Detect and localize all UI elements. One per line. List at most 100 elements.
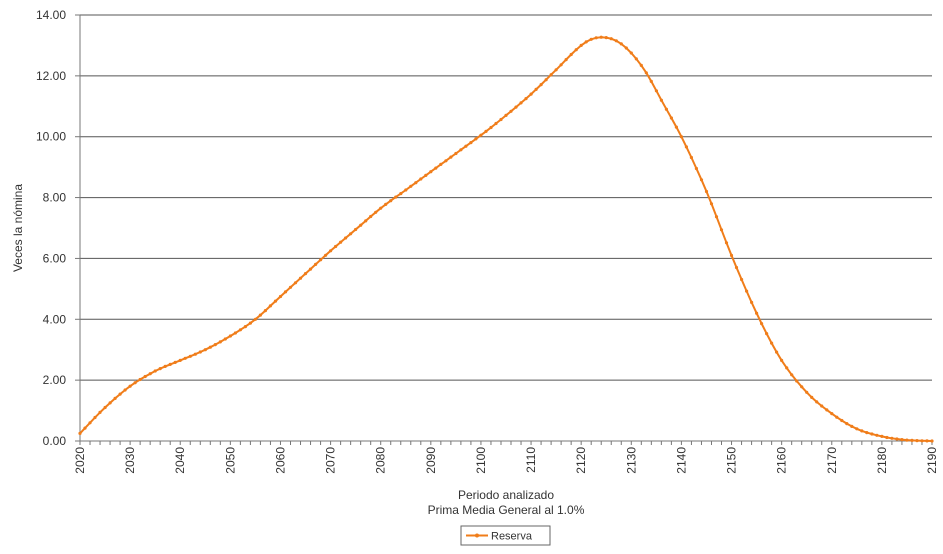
data-point — [238, 328, 242, 332]
data-point — [699, 178, 704, 182]
x-tick-label: 2050 — [223, 447, 237, 474]
data-point — [619, 42, 623, 46]
data-point — [499, 117, 503, 122]
x-axis-label: Periodo analizado — [458, 488, 554, 502]
data-point — [78, 431, 82, 435]
data-point — [98, 410, 102, 414]
data-point — [544, 78, 548, 82]
data-point — [704, 189, 709, 194]
data-point — [785, 366, 789, 370]
data-point — [624, 46, 628, 50]
data-point — [860, 429, 864, 433]
data-point — [539, 83, 543, 87]
data-point — [925, 439, 929, 443]
data-point — [890, 436, 894, 440]
data-point — [464, 144, 468, 148]
data-point — [344, 236, 348, 240]
x-tick-label: 2070 — [324, 447, 338, 474]
data-point — [268, 304, 272, 308]
data-point — [123, 388, 127, 392]
data-point — [790, 373, 794, 377]
data-point — [424, 173, 428, 177]
data-point — [840, 418, 844, 423]
data-point — [810, 395, 814, 399]
legend-swatch-marker — [475, 533, 479, 538]
data-point — [684, 145, 689, 149]
data-point — [599, 35, 603, 39]
data-point — [484, 129, 488, 133]
data-point — [719, 228, 724, 232]
data-point — [760, 322, 764, 326]
x-tick-label: 2180 — [875, 447, 889, 474]
data-point — [915, 439, 919, 443]
data-point — [444, 159, 448, 163]
y-tick-label: 0.00 — [43, 434, 67, 448]
data-point — [168, 362, 172, 366]
x-tick-label: 2150 — [725, 447, 739, 474]
data-point — [584, 40, 588, 44]
data-point — [369, 214, 373, 219]
data-point — [359, 223, 363, 227]
x-tick-label: 2190 — [925, 447, 939, 474]
data-point — [449, 155, 453, 159]
data-point — [308, 267, 313, 271]
data-point — [649, 79, 653, 83]
data-point — [609, 37, 613, 41]
data-point — [364, 219, 368, 223]
data-point — [674, 125, 679, 129]
data-point — [253, 317, 257, 321]
legend-label: Reserva — [491, 531, 533, 543]
data-point — [514, 105, 518, 109]
data-point — [128, 384, 132, 388]
data-point — [303, 272, 308, 276]
data-point — [103, 405, 107, 410]
data-point — [399, 192, 403, 196]
data-point — [850, 424, 854, 428]
x-tick-label: 2030 — [123, 447, 137, 474]
data-point — [93, 415, 97, 420]
data-point — [659, 98, 664, 102]
data-point — [775, 350, 779, 354]
data-point — [709, 202, 714, 206]
data-point — [765, 332, 769, 336]
data-point — [208, 345, 212, 349]
x-tick-label: 2080 — [374, 447, 388, 474]
data-point — [379, 206, 383, 210]
data-point — [745, 289, 749, 293]
data-point — [830, 412, 834, 416]
data-point — [594, 36, 598, 40]
data-point — [489, 125, 493, 130]
data-point — [374, 210, 378, 214]
data-point — [740, 277, 744, 282]
x-tick-label: 2160 — [775, 447, 789, 474]
data-point — [324, 253, 328, 257]
data-point — [218, 340, 222, 344]
data-point — [263, 309, 267, 313]
data-point — [384, 202, 388, 206]
data-point — [639, 63, 643, 67]
data-point — [614, 39, 618, 43]
data-point — [258, 313, 262, 317]
x-axis-sublabel: Prima Media General al 1.0% — [428, 503, 585, 517]
data-point — [694, 166, 699, 171]
data-point — [855, 427, 859, 431]
data-point — [805, 390, 809, 394]
data-point — [629, 51, 633, 55]
data-point — [524, 97, 528, 101]
data-point — [173, 360, 177, 364]
data-point — [459, 148, 463, 152]
data-point — [875, 433, 879, 437]
data-point — [559, 63, 563, 67]
data-point — [183, 356, 187, 360]
data-point — [865, 431, 869, 435]
data-point — [108, 401, 112, 405]
data-point — [138, 377, 142, 382]
data-point — [158, 367, 162, 371]
series-points — [78, 35, 934, 443]
data-point — [113, 396, 117, 400]
x-tick-label: 2120 — [574, 447, 588, 474]
data-point — [835, 415, 839, 419]
data-point — [604, 36, 608, 40]
data-point — [669, 116, 674, 120]
